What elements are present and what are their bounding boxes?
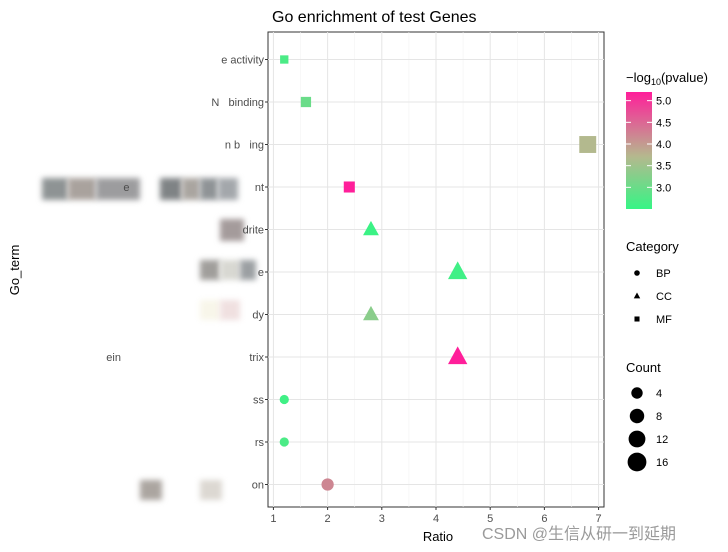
x-tick-label: 2: [325, 513, 331, 525]
legend-shape: Category BP CC MF: [626, 239, 679, 326]
y-tick-label: ss: [253, 395, 265, 407]
legend-shape-key: [634, 270, 640, 276]
x-axis-ticks: 1 2 3 4 5 6 7: [270, 507, 602, 525]
obscured-label-blocks: [42, 178, 256, 500]
x-tick-label: 3: [379, 513, 385, 525]
data-point: [448, 346, 468, 365]
legend-size-label: 16: [656, 457, 668, 469]
colorbar-tick-label: 5.0: [656, 96, 671, 108]
x-axis-title: Ratio: [423, 529, 453, 544]
y-tick-label: e: [258, 267, 264, 279]
legend-shape-label: CC: [656, 291, 672, 303]
colorbar-tick-label: 3.0: [656, 182, 671, 194]
legend-shape-label: MF: [656, 314, 672, 326]
y-tick-label: on: [252, 480, 264, 492]
legend-size-items: 4 8 12 16: [627, 387, 668, 472]
colorbar-ticks: 5.0 4.5 4.0 3.5 3.0: [626, 96, 671, 194]
data-point: [343, 181, 355, 193]
y-axis-title: Go_term: [7, 245, 22, 296]
colorbar-tick-label: 4.5: [656, 117, 671, 129]
legend-size-label: 12: [656, 434, 668, 446]
data-point: [279, 394, 289, 405]
data-point: [363, 305, 379, 321]
data-points: [279, 55, 597, 491]
y-tick-label: n b ing: [225, 140, 264, 152]
colorbar: [626, 92, 652, 209]
data-point: [448, 261, 468, 280]
legend-shape-label: BP: [656, 268, 671, 280]
legend-size-key: [627, 452, 647, 472]
x-tick-label: 4: [433, 513, 439, 525]
grid-lines: [268, 32, 604, 507]
legend-shape-key: [633, 292, 641, 299]
legend-color: −log10(pvalue) 5.0 4.5 4.0 3.5 3.0: [626, 70, 708, 209]
legend-size-key: [631, 387, 643, 399]
x-tick-label: 6: [541, 513, 547, 525]
data-point: [579, 136, 597, 153]
legend-size-title: Count: [626, 360, 661, 375]
y-tick-label: e activity: [221, 55, 264, 67]
legend-size-label: 8: [656, 411, 662, 423]
legend-shape-items: BP CC MF: [633, 268, 672, 326]
data-point: [279, 437, 289, 447]
legend-shape-title: Category: [626, 239, 679, 254]
chart-title: Go enrichment of test Genes: [272, 9, 477, 26]
y-tick-label: N binding: [211, 97, 264, 109]
legend-size-label: 4: [656, 388, 662, 400]
data-point: [321, 478, 334, 491]
x-tick-label: 5: [487, 513, 493, 525]
legend-shape-key: [634, 316, 640, 322]
legend-size-key: [628, 430, 646, 448]
colorbar-tick-label: 4.0: [656, 139, 671, 151]
legend-color-title-sub: 10: [651, 77, 661, 87]
y-tick-label: ein trix: [106, 352, 264, 364]
x-tick-label: 7: [596, 513, 602, 525]
colorbar-tick-label: 3.5: [656, 161, 671, 173]
legend-color-title-suffix: (pvalue): [661, 70, 708, 85]
y-tick-label: drite: [243, 225, 264, 237]
data-point: [280, 55, 289, 64]
legend-color-title: −log10(pvalue): [626, 70, 708, 87]
legend-size-key: [629, 408, 645, 424]
legend-color-title-prefix: −log: [626, 70, 651, 85]
watermark: CSDN @生信从研一到延期: [482, 525, 676, 543]
data-point: [363, 220, 379, 236]
y-tick-label: rs: [255, 437, 265, 449]
x-tick-label: 1: [270, 513, 276, 525]
data-point: [300, 96, 312, 108]
y-tick-label: dy: [252, 310, 264, 322]
legend-size: Count 4 8 12 16: [626, 360, 668, 472]
y-axis-ticks: e activity N binding n b ing e nt drite e dy ei…: [106, 55, 268, 492]
y-tick-label: e nt: [123, 182, 264, 194]
